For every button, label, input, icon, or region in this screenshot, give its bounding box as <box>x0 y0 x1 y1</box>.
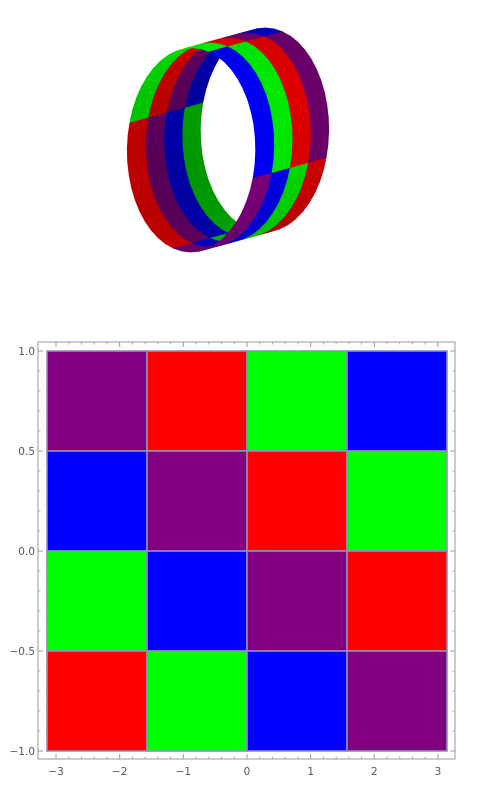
y-tick-label: 0.0 <box>18 546 35 558</box>
heatmap-cell-1-3 <box>346 450 448 552</box>
heatmap-cell-0-1 <box>146 350 248 452</box>
x-axis-ticks <box>55 342 439 759</box>
heatmap-cell-0-3 <box>346 350 448 452</box>
y-axis-tick-labels: −1.0 −0.5 0.0 0.5 1.0 <box>10 346 36 758</box>
heatmap-cell-1-1 <box>146 450 248 552</box>
x-tick-label: −1 <box>176 766 191 778</box>
x-axis-tick-labels: −3 −2 −1 0 1 2 3 <box>48 766 441 778</box>
tube-face <box>247 94 270 113</box>
tube-surface-3d <box>126 27 330 253</box>
heatmap-cell-2-1 <box>146 550 248 652</box>
checkerboard-plot: −3 −2 −1 0 1 2 3 −1.0 −0.5 0.0 0.5 1.0 <box>10 341 456 778</box>
heatmap-cell-3-0 <box>46 650 148 752</box>
y-tick-label: −0.5 <box>10 646 36 658</box>
heatmap-cell-2-2 <box>246 550 348 652</box>
x-tick-label: 1 <box>307 766 314 778</box>
heatmap-cell-2-3 <box>346 550 448 652</box>
plot-cells <box>46 350 448 752</box>
heatmap-cell-3-1 <box>146 650 248 752</box>
heatmap-cell-3-3 <box>346 650 448 752</box>
x-tick-label: 2 <box>371 766 378 778</box>
y-tick-label: −1.0 <box>10 746 36 758</box>
heatmap-cell-1-2 <box>246 450 348 552</box>
x-tick-label: 3 <box>435 766 442 778</box>
heatmap-cell-0-0 <box>46 350 148 452</box>
heatmap-cell-2-0 <box>46 550 148 652</box>
heatmap-cell-0-2 <box>246 350 348 452</box>
x-tick-label: 0 <box>244 766 251 778</box>
x-tick-label: −2 <box>112 766 127 778</box>
y-tick-label: 0.5 <box>18 446 35 458</box>
x-tick-label: −3 <box>48 766 63 778</box>
y-axis-ticks <box>38 350 455 752</box>
heatmap-cell-3-2 <box>246 650 348 752</box>
y-tick-label: 1.0 <box>18 346 35 358</box>
heatmap-cell-1-0 <box>46 450 148 552</box>
